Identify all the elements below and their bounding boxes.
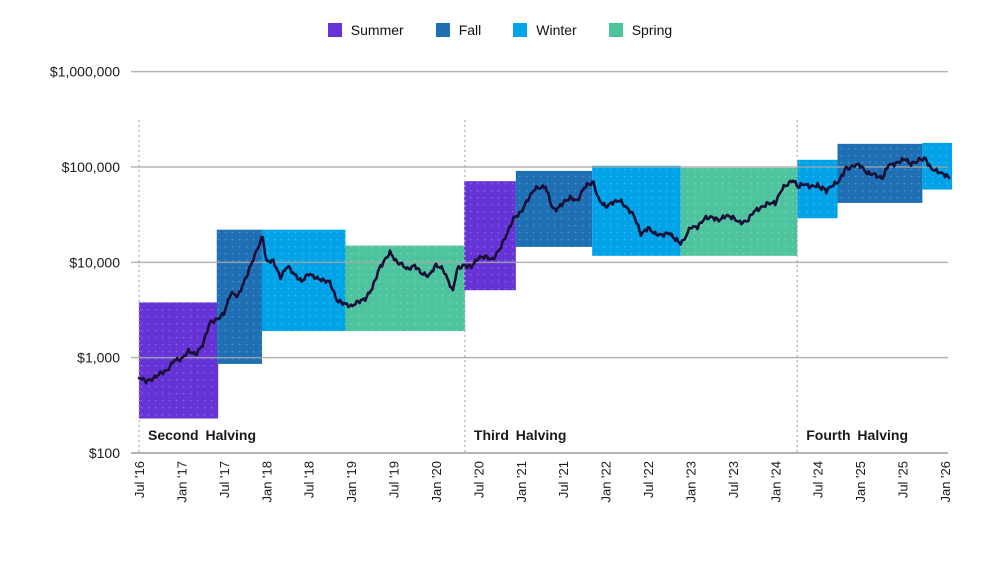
legend-label-spring: Spring — [631, 22, 673, 38]
x-axis-tick-label: Jul '21 — [556, 461, 571, 498]
price-line-layer — [137, 156, 951, 385]
x-axis-tick-label: Jul '19 — [387, 461, 402, 498]
legend-item-spring: Spring — [608, 22, 673, 38]
season-band-texture — [797, 159, 838, 219]
season-band-texture — [464, 181, 516, 291]
season-band-texture — [345, 245, 465, 332]
legend-item-fall: Fall — [435, 22, 482, 38]
x-axis-tick-label: Jan '20 — [429, 461, 444, 503]
spring-swatch-icon — [608, 23, 623, 37]
y-axis-tick-label: $1,000,000 — [50, 64, 120, 80]
x-axis-tick-label: Jan '18 — [259, 461, 274, 503]
legend: Summer Fall Winter Spring — [0, 22, 1000, 38]
winter-swatch-icon — [513, 23, 528, 37]
x-axis-tick-label: Jan '19 — [344, 461, 359, 503]
x-axis-tick-label: Jul '24 — [811, 461, 826, 498]
season-band-texture — [592, 165, 681, 256]
y-axis-tick-label: $10,000 — [69, 254, 120, 270]
axis-labels-layer: $1,000,000 $100,000 $10,000 $1,000 $100 Jul '… — [50, 64, 953, 503]
season-bands-layer — [139, 142, 953, 419]
x-axis-tick-label: Jul '22 — [641, 461, 656, 498]
legend-label-summer: Summer — [350, 22, 404, 38]
x-axis-tick-label: Jan '23 — [683, 461, 698, 503]
legend-label-fall: Fall — [458, 22, 482, 38]
legend-label-winter: Winter — [536, 22, 577, 38]
season-band-texture — [922, 142, 953, 190]
halving-annotation: Fourth Halving — [806, 427, 908, 443]
fall-swatch-icon — [435, 23, 450, 37]
x-axis-tick-label: Jan '24 — [768, 461, 783, 503]
y-axis-tick-label: $1,000 — [77, 350, 120, 366]
season-band-texture — [837, 143, 923, 203]
x-axis-tick-label: Jan '22 — [599, 461, 614, 503]
x-axis-tick-label: Jan '21 — [514, 461, 529, 503]
x-axis-tick-label: Jul '16 — [132, 461, 147, 498]
price-line — [137, 156, 951, 385]
gridlines-layer — [131, 70, 948, 454]
y-axis-tick-label: $100,000 — [62, 159, 121, 175]
x-axis-tick-label: Jul '23 — [726, 461, 741, 498]
x-axis-tick-label: Jan '26 — [938, 461, 953, 503]
summer-swatch-icon — [327, 23, 342, 37]
halving-annotation: Second Halving — [148, 427, 256, 443]
season-band-texture — [680, 167, 798, 256]
y-axis-tick-label: $100 — [89, 445, 120, 461]
legend-item-summer: Summer — [327, 22, 404, 38]
halving-annotation: Third Halving — [474, 427, 566, 443]
x-axis-tick-label: Jul '17 — [217, 461, 232, 498]
legend-item-winter: Winter — [513, 22, 577, 38]
x-axis-tick-label: Jul '20 — [471, 461, 486, 498]
x-axis-tick-label: Jan '17 — [174, 461, 189, 503]
x-axis-tick-label: Jul '18 — [302, 461, 317, 498]
season-band-texture — [216, 229, 263, 364]
halving-dividers-layer — [138, 120, 798, 452]
x-axis-tick-label: Jul '25 — [896, 461, 911, 498]
x-axis-tick-label: Jan '25 — [853, 461, 868, 503]
